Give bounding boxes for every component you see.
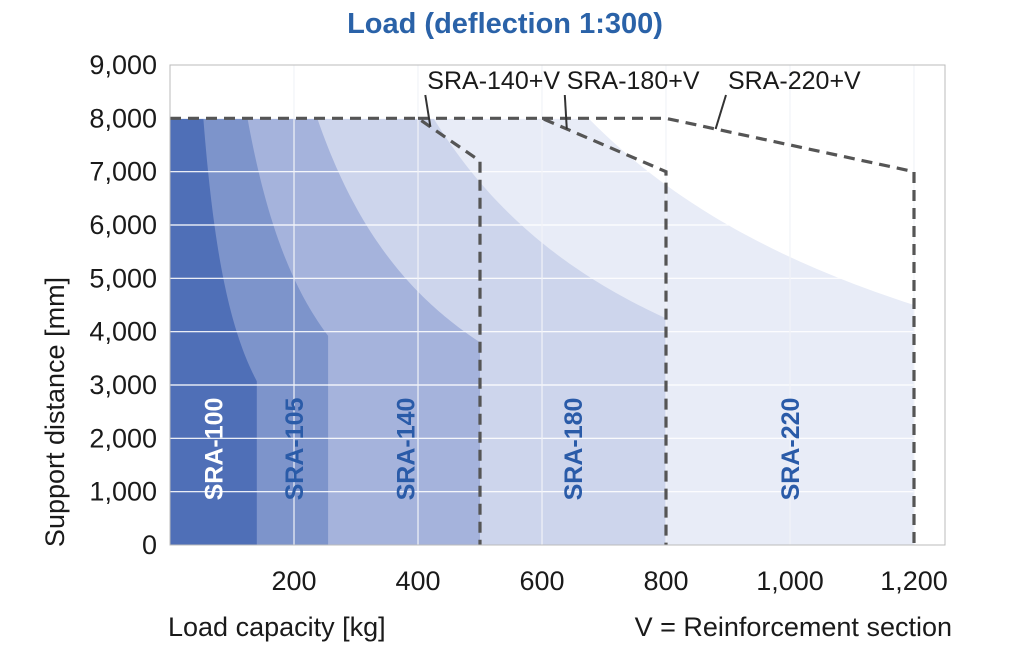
- y-tick-5000: 5,000: [89, 263, 157, 293]
- label-sra-100: SRA-100: [200, 398, 228, 501]
- y-axis-label: Support distance [mm]: [40, 277, 70, 547]
- y-tick-labels: 0 1,000 2,000 3,000 4,000 5,000 6,000 7,000 8,00…: [89, 50, 157, 560]
- plot-frame: [169, 64, 946, 546]
- limit-sra-180-v: [418, 116, 668, 545]
- limit-sra-220-v: [542, 116, 916, 545]
- x-tick-800: 800: [643, 566, 688, 596]
- callout-sra-180-v: SRA-180+V: [567, 67, 700, 95]
- leader-sra-220-v: [714, 94, 727, 130]
- chart-title: Load (deflection 1:300): [347, 8, 663, 40]
- callout-sra-140-v: SRA-140+V: [427, 67, 560, 95]
- x-tick-400: 400: [395, 566, 440, 596]
- leader-sra-140-v: [424, 94, 432, 128]
- callout-sra-220-v: SRA-220+V: [728, 67, 861, 95]
- y-tick-0: 0: [142, 530, 157, 560]
- reinforcement-note: V = Reinforcement section: [635, 612, 952, 642]
- y-tick-8000: 8,000: [89, 103, 157, 133]
- reinforced-limit-lines: [170, 116, 916, 545]
- y-tick-3000: 3,000: [89, 370, 157, 400]
- y-tick-1000: 1,000: [89, 477, 157, 507]
- x-tick-200: 200: [271, 566, 316, 596]
- y-tick-9000: 9,000: [89, 50, 157, 80]
- x-tick-labels: 200 400 600 800 1,000 1,200: [271, 566, 947, 596]
- y-tick-2000: 2,000: [89, 423, 157, 453]
- x-axis-label: Load capacity [kg]: [168, 612, 386, 642]
- x-tick-600: 600: [519, 566, 564, 596]
- label-sra-105: SRA-105: [281, 397, 309, 500]
- leader-sra-180-v: [563, 94, 568, 130]
- region-labels: SRA-220 SRA-180 SRA-140 SRA-105 SRA-100: [200, 397, 805, 500]
- x-tick-1000: 1,000: [756, 566, 824, 596]
- x-tick-1200: 1,200: [880, 566, 948, 596]
- y-tick-4000: 4,000: [89, 317, 157, 347]
- label-sra-180: SRA-180: [560, 398, 588, 501]
- callout-labels: SRA-140+V SRA-180+V SRA-220+V: [424, 67, 861, 130]
- y-tick-6000: 6,000: [89, 210, 157, 240]
- y-tick-7000: 7,000: [89, 157, 157, 187]
- label-sra-220: SRA-220: [777, 398, 805, 501]
- label-sra-140: SRA-140: [393, 398, 421, 501]
